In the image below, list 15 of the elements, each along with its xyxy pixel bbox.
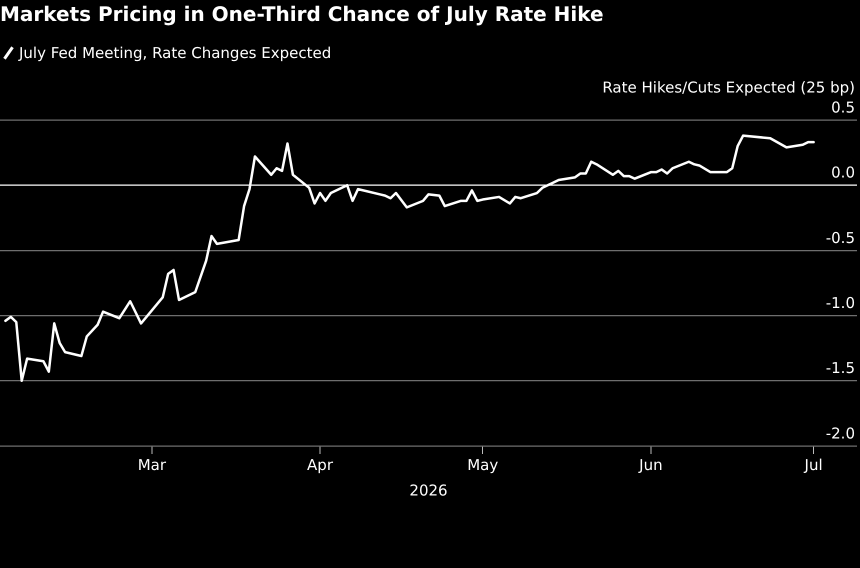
x-tick-label: Apr	[307, 456, 334, 474]
x-tick-label: May	[467, 456, 498, 474]
x-tick-label: Mar	[138, 456, 167, 474]
y-tick-label: 0.0	[831, 164, 855, 182]
y-tick-label: -2.0	[826, 424, 855, 442]
y-tick-label: -0.5	[826, 228, 855, 247]
x-tick-label: Jun	[638, 456, 663, 474]
legend-label: July Fed Meeting, Rate Changes Expected	[19, 44, 332, 62]
y-tick-label: 0.5	[831, 98, 855, 116]
y-tick-label: -1.5	[826, 359, 855, 378]
x-axis-title: 2026	[409, 481, 448, 500]
chart-title: Markets Pricing in One-Third Chance of July Rate Hike	[0, 2, 604, 26]
y-axis-title: Rate Hikes/Cuts Expected (25 bp)	[602, 78, 855, 96]
y-tick-label: -1.0	[826, 294, 855, 312]
x-tick-label: Jul	[804, 456, 823, 474]
